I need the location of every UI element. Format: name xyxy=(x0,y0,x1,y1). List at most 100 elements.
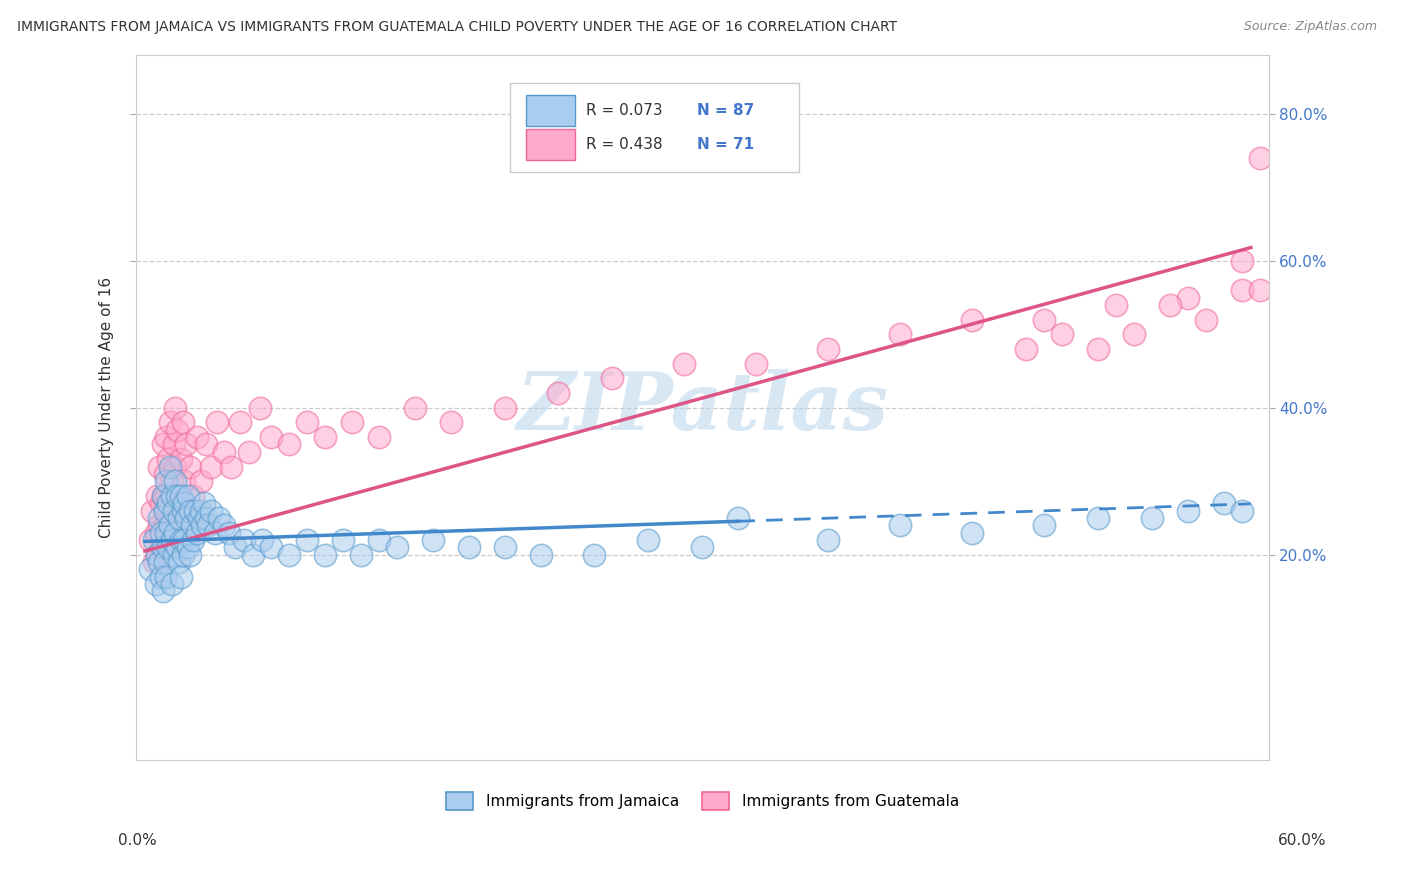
Point xyxy=(1249,283,1271,297)
Point xyxy=(745,357,768,371)
Point xyxy=(155,525,177,540)
Text: 0.0%: 0.0% xyxy=(118,833,157,847)
Point xyxy=(142,555,165,569)
Point xyxy=(153,518,176,533)
Point xyxy=(142,533,165,547)
Point xyxy=(602,371,624,385)
Text: 60.0%: 60.0% xyxy=(1278,833,1326,847)
Point xyxy=(314,548,336,562)
Point xyxy=(637,533,659,547)
Point xyxy=(1050,327,1073,342)
Point xyxy=(167,489,190,503)
Point xyxy=(183,533,205,547)
Point xyxy=(157,496,180,510)
Point xyxy=(148,511,170,525)
Point xyxy=(157,503,180,517)
Point xyxy=(160,489,183,503)
Point xyxy=(190,503,212,517)
Text: R = 0.073: R = 0.073 xyxy=(586,103,662,118)
Point xyxy=(166,423,188,437)
Point xyxy=(583,548,606,562)
Point xyxy=(139,562,162,576)
Point xyxy=(195,511,218,525)
Point xyxy=(173,533,195,547)
Point xyxy=(242,548,264,562)
Point xyxy=(1105,298,1128,312)
Point xyxy=(193,496,215,510)
Point xyxy=(385,541,408,555)
Point xyxy=(155,474,177,488)
Point xyxy=(277,437,299,451)
Point xyxy=(150,496,173,510)
Point xyxy=(260,430,283,444)
Point xyxy=(152,489,174,503)
Point xyxy=(1195,312,1218,326)
Point xyxy=(1087,342,1109,356)
Point xyxy=(153,555,176,569)
Point xyxy=(1123,327,1146,342)
Point xyxy=(187,511,209,525)
Point xyxy=(180,518,202,533)
Point xyxy=(159,416,181,430)
Point xyxy=(340,416,363,430)
Point xyxy=(1177,291,1199,305)
Point xyxy=(173,496,195,510)
Point xyxy=(1249,151,1271,165)
Point xyxy=(494,541,516,555)
Point xyxy=(160,474,183,488)
Point xyxy=(1177,503,1199,517)
Point xyxy=(148,459,170,474)
Point xyxy=(167,555,190,569)
Point xyxy=(155,570,177,584)
Point xyxy=(204,525,226,540)
Point xyxy=(960,525,983,540)
Point xyxy=(1087,511,1109,525)
Point xyxy=(152,584,174,599)
Point xyxy=(817,342,839,356)
Point xyxy=(152,489,174,503)
Text: IMMIGRANTS FROM JAMAICA VS IMMIGRANTS FROM GUATEMALA CHILD POVERTY UNDER THE AGE: IMMIGRANTS FROM JAMAICA VS IMMIGRANTS FR… xyxy=(17,20,897,34)
Point xyxy=(166,541,188,555)
Point xyxy=(817,533,839,547)
Point xyxy=(170,489,193,503)
Point xyxy=(153,467,176,481)
Y-axis label: Child Poverty Under the Age of 16: Child Poverty Under the Age of 16 xyxy=(100,277,114,539)
Point xyxy=(145,525,167,540)
Point xyxy=(186,525,208,540)
Point xyxy=(148,555,170,569)
Point xyxy=(150,541,173,555)
Point xyxy=(160,518,183,533)
Point xyxy=(145,577,167,591)
Point xyxy=(146,548,169,562)
Point xyxy=(692,541,714,555)
Point xyxy=(195,437,218,451)
Point xyxy=(165,459,187,474)
Point xyxy=(190,474,212,488)
Point xyxy=(157,541,180,555)
Point xyxy=(439,416,461,430)
Point xyxy=(163,548,186,562)
Point xyxy=(260,541,283,555)
Point xyxy=(197,518,219,533)
Point xyxy=(150,525,173,540)
Point xyxy=(177,541,200,555)
Point xyxy=(174,511,197,525)
Point xyxy=(148,518,170,533)
Point xyxy=(1159,298,1181,312)
Point xyxy=(172,548,194,562)
Point xyxy=(314,430,336,444)
Point xyxy=(172,416,194,430)
Point xyxy=(177,489,200,503)
Point xyxy=(238,445,260,459)
Point xyxy=(1033,518,1056,533)
Text: N = 71: N = 71 xyxy=(697,137,754,153)
Point xyxy=(295,416,318,430)
Point xyxy=(205,416,228,430)
Point xyxy=(219,459,242,474)
Point xyxy=(1015,342,1038,356)
Point xyxy=(224,541,246,555)
FancyBboxPatch shape xyxy=(526,129,575,161)
Point xyxy=(153,503,176,517)
Point xyxy=(172,503,194,517)
Point xyxy=(547,386,569,401)
